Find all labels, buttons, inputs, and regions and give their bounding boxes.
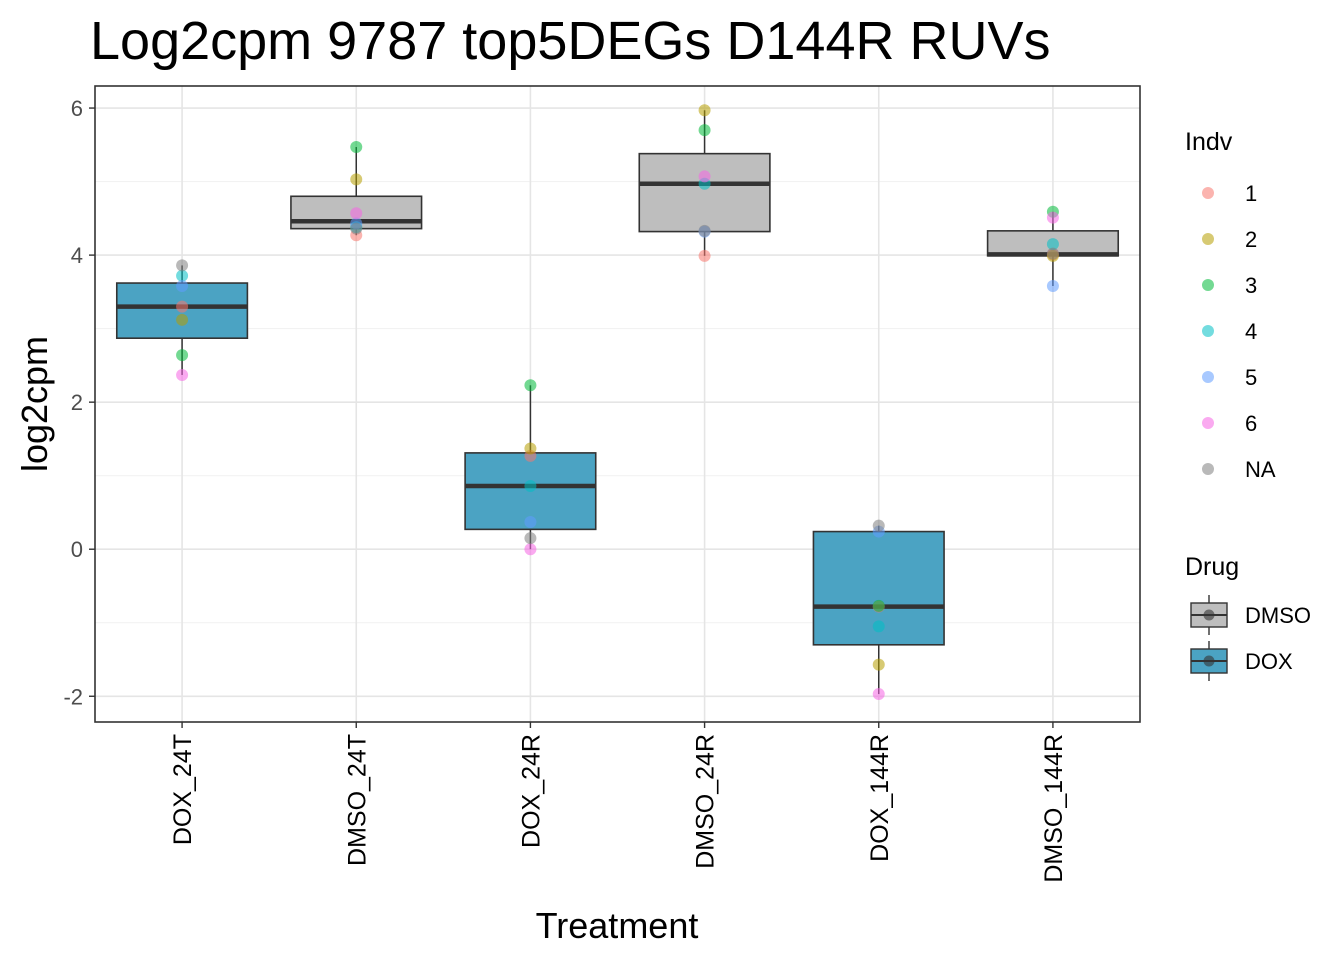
point-indv-3	[872, 599, 885, 612]
point-indv-NA	[698, 224, 711, 237]
legend-label-indv: 3	[1245, 273, 1257, 298]
point-indv-3	[698, 124, 711, 137]
point-indv-6	[176, 368, 189, 381]
legend-title-drug: Drug	[1185, 553, 1239, 581]
point-indv-NA	[872, 519, 885, 532]
point-indv-1	[698, 249, 711, 262]
point-indv-2	[176, 313, 189, 326]
legend-key-indv-6	[1202, 417, 1214, 429]
legend-key-indv-NA	[1202, 463, 1214, 475]
point-indv-5	[524, 516, 537, 529]
x-tick-label: DMSO_24R	[692, 734, 720, 869]
point-indv-NA	[524, 532, 537, 545]
point-indv-3	[524, 379, 537, 392]
plot-panel	[95, 86, 1140, 722]
point-indv-5	[1046, 279, 1059, 292]
x-tick-label: DOX_144R	[866, 734, 894, 862]
box-DMSO_24R	[638, 152, 771, 233]
legend-label-indv: NA	[1245, 457, 1276, 482]
y-tick-label: 2	[71, 390, 83, 415]
point-indv-4	[176, 269, 189, 282]
point-indv-NA	[176, 259, 189, 272]
point-indv-2	[350, 173, 363, 186]
legend-label-indv: 2	[1245, 227, 1257, 252]
legend-key-indv-1	[1202, 187, 1214, 199]
point-indv-6	[872, 688, 885, 701]
y-tick-label: -2	[63, 684, 83, 709]
legend-key-indv-2	[1202, 233, 1214, 245]
legend-key-point	[1203, 609, 1215, 621]
point-indv-4	[872, 620, 885, 633]
legend-label-indv: 4	[1245, 319, 1257, 344]
point-indv-6	[1046, 211, 1059, 224]
legend-key-indv-4	[1202, 325, 1214, 337]
point-indv-NA	[350, 222, 363, 235]
point-indv-5	[176, 279, 189, 292]
point-indv-6	[524, 543, 537, 556]
y-tick-label: 6	[71, 96, 83, 121]
point-indv-2	[524, 442, 537, 455]
point-indv-2	[872, 658, 885, 671]
point-indv-NA	[1046, 247, 1059, 260]
point-indv-6	[350, 207, 363, 220]
y-axis-title: log2cpm	[14, 336, 55, 472]
point-indv-3	[176, 349, 189, 362]
point-indv-1	[176, 300, 189, 313]
x-tick-label: DMSO_144R	[1040, 734, 1068, 883]
x-tick-label: DMSO_24T	[343, 734, 371, 866]
point-indv-4	[1046, 238, 1059, 251]
legend-title-indv: Indv	[1185, 128, 1233, 156]
point-indv-3	[350, 141, 363, 154]
legend-label-drug: DMSO	[1245, 603, 1311, 628]
x-axis-title: Treatment	[536, 905, 699, 946]
legend-label-indv: 5	[1245, 365, 1257, 390]
legend-key-indv-3	[1202, 279, 1214, 291]
panel-border	[94, 85, 1141, 723]
x-tick-label: DOX_24R	[517, 734, 545, 848]
point-indv-2	[698, 104, 711, 117]
point-indv-6	[698, 170, 711, 183]
x-tick-label: DOX_24T	[169, 734, 197, 845]
legend-label-drug: DOX	[1245, 649, 1293, 674]
chart-title: Log2cpm 9787 top5DEGs D144R RUVs	[90, 11, 1051, 71]
point-indv-4	[524, 479, 537, 492]
legend-key-point	[1203, 655, 1215, 667]
legend-key-indv-5	[1202, 371, 1214, 383]
legend-label-indv: 1	[1245, 181, 1257, 206]
y-tick-label: 4	[71, 243, 83, 268]
legend-label-indv: 6	[1245, 411, 1257, 436]
y-tick-label: 0	[71, 537, 83, 562]
